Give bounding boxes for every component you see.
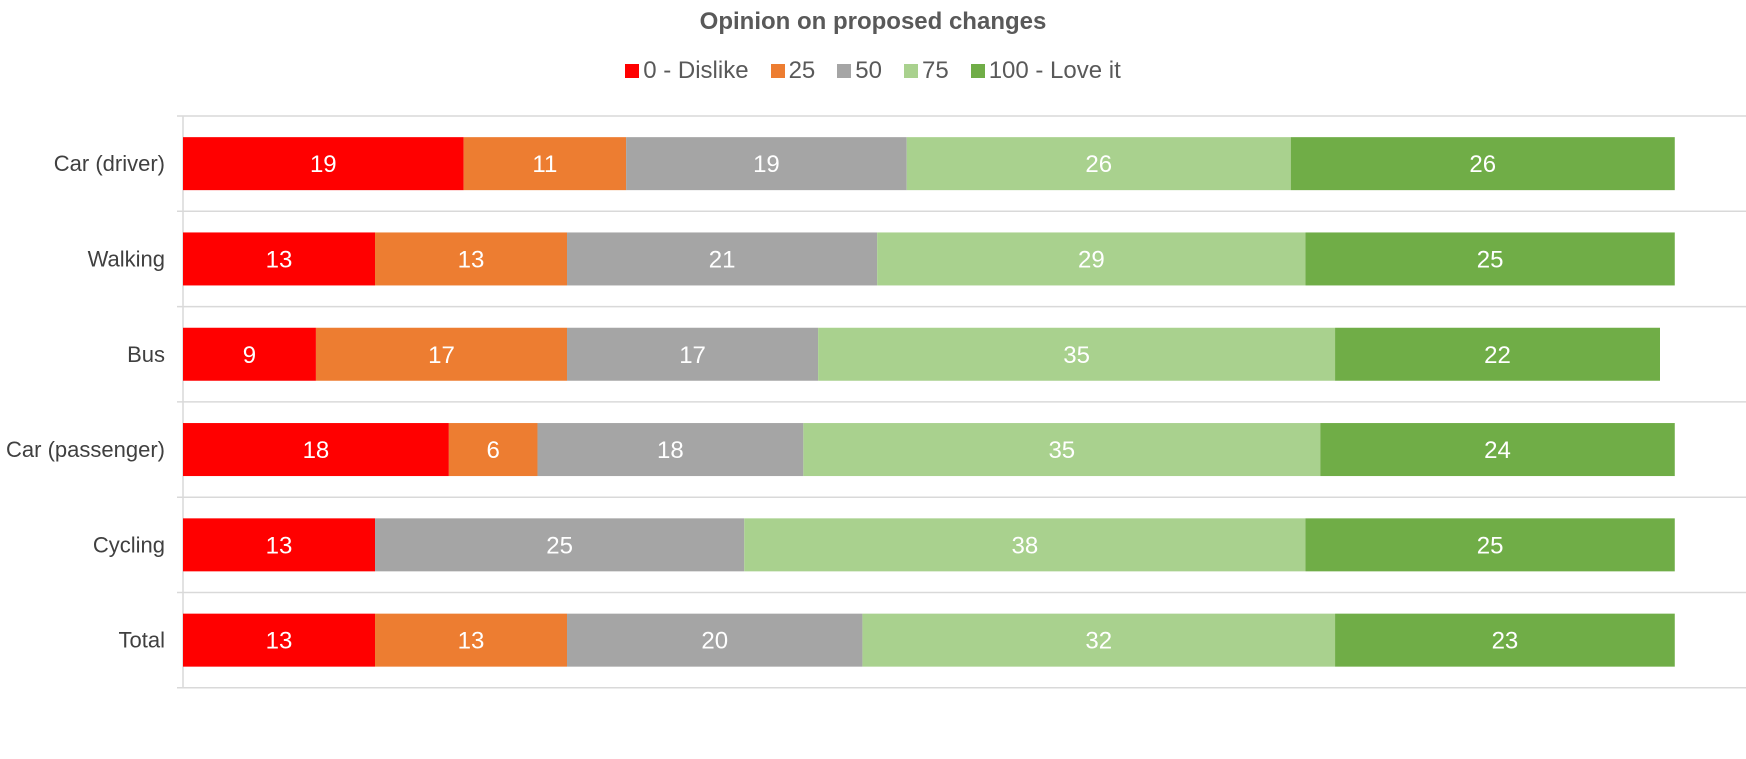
- data-label: 6: [486, 437, 499, 464]
- legend-swatch: [903, 64, 918, 78]
- data-label: 21: [709, 246, 736, 273]
- bar-segment: [626, 137, 907, 191]
- legend-item: 75: [903, 57, 949, 85]
- data-label: 13: [266, 628, 293, 655]
- legend-item: 50: [837, 57, 882, 85]
- data-label: 19: [753, 151, 780, 178]
- bar-segment: [906, 137, 1291, 191]
- data-label: 25: [1477, 246, 1504, 273]
- legend: 0 - Dislike 25 50 75 100 - Love it: [0, 57, 1746, 85]
- legend-label: 100 - Love it: [988, 57, 1121, 84]
- legend-item: 100 - Love it: [970, 57, 1121, 85]
- data-label: 17: [428, 342, 455, 369]
- bar-segment: [877, 232, 1306, 286]
- bar-segment: [1305, 518, 1675, 572]
- legend-label: 75: [921, 57, 949, 84]
- bar-segment: [183, 613, 376, 667]
- legend-swatch: [625, 64, 640, 78]
- legend-swatch: [770, 64, 785, 78]
- data-label: 9: [243, 342, 256, 369]
- data-label: 11: [532, 151, 557, 178]
- bar-segment: [1290, 137, 1675, 191]
- bar-segment: [744, 518, 1306, 572]
- bar-segment: [375, 518, 745, 572]
- category-label: Bus: [127, 342, 165, 367]
- legend-label: 0 - Dislike: [643, 57, 749, 84]
- bar-segment: [463, 137, 627, 191]
- data-label: 24: [1484, 437, 1511, 464]
- data-label: 13: [266, 246, 293, 273]
- category-label: Cycling: [93, 532, 165, 557]
- bar-segment: [803, 423, 1321, 477]
- data-label: 35: [1048, 437, 1075, 464]
- bar-segment: [183, 232, 376, 286]
- bar-segment: [375, 232, 568, 286]
- data-label: 25: [1477, 532, 1504, 559]
- chart-title: Opinion on proposed changes: [699, 8, 1047, 35]
- category-label: Car (driver): [54, 151, 165, 176]
- bar-segment: [183, 327, 316, 381]
- data-label: 26: [1085, 151, 1112, 178]
- bar-segment: [183, 518, 376, 572]
- data-label: 13: [458, 628, 485, 655]
- category-label: Walking: [88, 246, 165, 271]
- category-label: Total: [119, 628, 165, 653]
- legend-item: 25: [770, 57, 816, 85]
- data-label: 26: [1469, 151, 1496, 178]
- data-label: 25: [546, 532, 573, 559]
- bar-segment: [567, 327, 819, 381]
- legend-item: 0 - Dislike: [625, 57, 749, 85]
- bar-segment: [183, 423, 449, 477]
- bar-segment: [862, 613, 1336, 667]
- bar-segment: [1335, 327, 1660, 381]
- data-label: 32: [1085, 628, 1112, 655]
- bar-segment: [537, 423, 804, 477]
- data-label: 23: [1492, 628, 1519, 655]
- legend-label: 50: [855, 57, 882, 84]
- category-label: Car (passenger): [6, 437, 165, 462]
- data-label: 13: [266, 532, 293, 559]
- legend-label: 25: [788, 57, 816, 84]
- bar-segment: [567, 613, 863, 667]
- data-label: 17: [679, 342, 706, 369]
- bar-segment: [183, 137, 464, 191]
- bar-segment: [818, 327, 1336, 381]
- legend-swatch: [837, 64, 852, 78]
- data-label: 29: [1078, 246, 1105, 273]
- data-label: 35: [1063, 342, 1090, 369]
- bar-segment: [567, 232, 878, 286]
- data-label: 18: [303, 437, 330, 464]
- legend-swatch: [970, 64, 985, 78]
- bar-segment: [375, 613, 568, 667]
- data-label: 20: [701, 628, 728, 655]
- data-label: 13: [458, 246, 485, 273]
- bar-segment: [315, 327, 568, 381]
- data-label: 22: [1484, 342, 1511, 369]
- data-label: 18: [657, 437, 684, 464]
- data-label: 38: [1012, 532, 1039, 559]
- bar-segment: [1335, 613, 1675, 667]
- data-label: 19: [310, 151, 337, 178]
- bar-segment: [448, 423, 538, 477]
- bar-segment: [1305, 232, 1675, 286]
- bar-segment: [1320, 423, 1675, 477]
